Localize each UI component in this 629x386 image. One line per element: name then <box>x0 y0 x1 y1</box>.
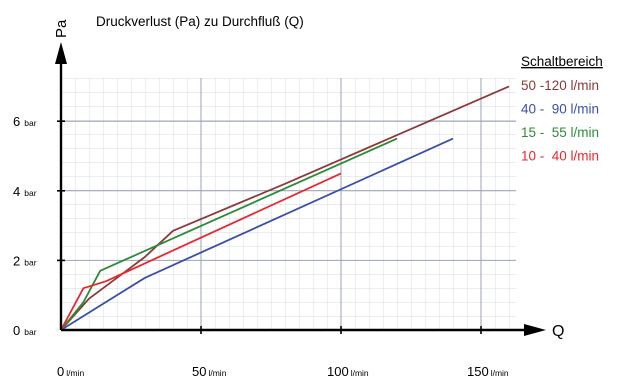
x-tick-label: 100 l/min <box>327 364 369 379</box>
y-tick-label: 2 bar <box>13 253 37 268</box>
ticks-layer: 0 bar 2 bar 4 bar 6 bar 0 l/min 50 l/min 100 l/min 150… <box>13 114 509 379</box>
legend-items: 50 -120 l/min 40 - 90 l/min 15 - 55 l/min 1… <box>521 78 599 164</box>
legend-title: Schaltbereich <box>521 54 603 69</box>
x-tick-label: 0 l/min <box>57 364 84 379</box>
y-tick-label: 6 bar <box>13 114 37 129</box>
legend-item-1: 40 - 90 l/min <box>521 102 599 117</box>
y-tick-label: 4 bar <box>13 184 37 199</box>
plot-area-grid <box>61 78 516 330</box>
x-tick-label: 150 l/min <box>467 364 509 379</box>
y-axis-label: Pa <box>53 19 70 38</box>
series-line-0 <box>60 85 510 331</box>
chart-title: Druckverlust (Pa) zu Durchfluß (Q) <box>96 14 304 29</box>
major-grid <box>61 78 516 330</box>
x-axis-arrow-icon <box>524 324 546 336</box>
series-layer <box>60 85 510 331</box>
x-axis-label: Q <box>552 323 564 340</box>
series-line-1 <box>60 137 454 331</box>
series-line-3 <box>60 172 342 331</box>
x-tick-label: 50 l/min <box>192 364 227 379</box>
legend-item-3: 10 - 40 l/min <box>521 149 599 164</box>
legend: Schaltbereich 50 -120 l/min 40 - 90 l/min… <box>521 54 603 164</box>
legend-item-0: 50 -120 l/min <box>521 78 599 93</box>
legend-item-2: 15 - 55 l/min <box>521 125 599 140</box>
y-axis-arrow-icon <box>55 42 67 64</box>
y-tick-label: 0 bar <box>13 323 37 338</box>
